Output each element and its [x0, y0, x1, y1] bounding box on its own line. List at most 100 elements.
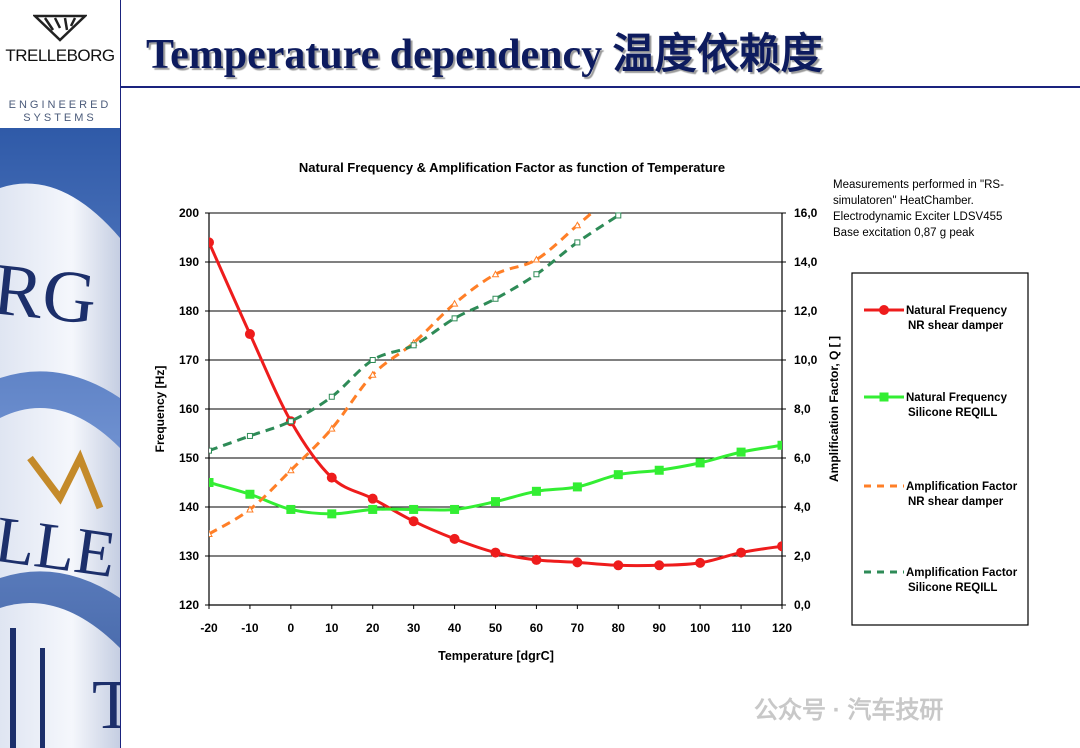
- legend-label: NR shear damper: [908, 496, 1004, 508]
- data-point: [327, 424, 336, 432]
- x-tick-label: 40: [448, 621, 462, 635]
- data-point: [450, 504, 460, 514]
- data-point: [695, 557, 706, 568]
- svg-text:LLE: LLE: [0, 503, 120, 592]
- y-axis-label: Frequency [Hz]: [153, 366, 167, 453]
- data-point: [287, 466, 295, 474]
- data-point: [572, 482, 582, 492]
- data-point: [777, 440, 782, 450]
- sidebar: TRELLEBORG ENGINEERED SYSTEMS RG LLE T: [0, 0, 120, 748]
- data-point: [654, 560, 665, 571]
- watermark: 公众号 · 汽车技研: [754, 697, 944, 724]
- x-tick-label: 50: [489, 621, 503, 635]
- legend-label: Silicone REQILL: [908, 407, 997, 419]
- data-point: [286, 504, 296, 514]
- data-point: [736, 447, 746, 457]
- x-tick-label: 70: [571, 621, 585, 635]
- series-layer: [209, 211, 782, 571]
- flag-photo: RG LLE T: [0, 128, 120, 748]
- measurement-note: Measurements performed in "RS-simulatore…: [833, 179, 1004, 239]
- y2-tick-label: 0,0: [794, 598, 811, 612]
- x-tick-label: 120: [772, 621, 792, 635]
- data-point: [613, 470, 623, 480]
- y-tick-label: 150: [179, 451, 199, 465]
- data-point: [573, 221, 582, 229]
- y-tick-label: 120: [179, 598, 199, 612]
- y-tick-label: 190: [179, 255, 199, 269]
- data-point: [492, 295, 499, 302]
- data-point: [615, 212, 622, 219]
- note-line: simulatoren" HeatChamber.: [833, 195, 974, 207]
- y-tick-label: 180: [179, 304, 199, 318]
- x-tick-label: 10: [325, 621, 339, 635]
- data-point: [531, 486, 541, 496]
- y-tick-label: 130: [179, 549, 199, 563]
- data-point: [777, 541, 782, 552]
- x-tick-label: -20: [200, 621, 218, 635]
- data-point: [613, 560, 624, 571]
- data-point: [209, 529, 213, 537]
- data-point: [533, 271, 540, 278]
- data-point: [532, 255, 541, 263]
- note-line: Base excitation 0,87 g peak: [833, 227, 975, 239]
- chart: Natural Frequency & Amplification Factor…: [153, 160, 1029, 663]
- data-point: [209, 447, 212, 454]
- legend-label: Silicone REQILL: [908, 582, 997, 594]
- data-point: [209, 478, 214, 487]
- legend-swatch-marker: [879, 392, 889, 402]
- data-point: [409, 504, 419, 514]
- x-axis-label: Temperature [dgrC]: [438, 649, 554, 663]
- data-point: [410, 342, 417, 349]
- note-line: Electrodynamic Exciter LDSV455: [833, 211, 1002, 223]
- y2-tick-label: 10,0: [794, 353, 818, 367]
- data-point: [369, 357, 376, 363]
- data-point: [531, 554, 542, 565]
- data-point: [695, 458, 705, 468]
- legend: Natural Frequency NR shear damper Natural …: [851, 272, 1029, 626]
- trelleborg-logo-icon: [33, 14, 87, 42]
- data-point: [736, 547, 747, 558]
- data-point: [287, 418, 294, 425]
- svg-text:RG: RG: [0, 248, 100, 340]
- data-point: [246, 505, 254, 513]
- x-tick-label: -10: [241, 621, 259, 635]
- brand-name: TRELLEBORG: [5, 46, 115, 65]
- header-divider: [120, 86, 1080, 88]
- data-point: [367, 493, 378, 504]
- chart-title: Natural Frequency & Amplification Factor…: [299, 160, 725, 175]
- x-tick-label: 20: [366, 621, 380, 635]
- data-point: [450, 299, 459, 307]
- x-tick-label: 100: [690, 621, 710, 635]
- x-tick-label: 80: [612, 621, 626, 635]
- data-point: [368, 370, 377, 378]
- x-tick-label: 90: [653, 621, 667, 635]
- data-point: [368, 504, 378, 514]
- y2-tick-label: 16,0: [794, 206, 818, 220]
- data-point: [209, 237, 214, 248]
- note-line: Measurements performed in "RS-: [833, 179, 1004, 191]
- y2-tick-label: 12,0: [794, 304, 818, 318]
- slide-title: Temperature dependency 温度依赖度: [146, 32, 823, 78]
- svg-text:T: T: [92, 667, 120, 744]
- data-point: [574, 239, 581, 246]
- data-point: [491, 270, 500, 278]
- logo: TRELLEBORG: [0, 0, 120, 86]
- data-point: [328, 393, 335, 400]
- legend-swatch-marker: [879, 305, 889, 315]
- data-point: [327, 509, 337, 519]
- y2-tick-label: 8,0: [794, 402, 811, 416]
- x-tick-label: 110: [731, 621, 751, 635]
- x-tick-label: 0: [288, 621, 295, 635]
- data-point: [408, 516, 419, 527]
- legend-label: Natural Frequency: [906, 305, 1008, 317]
- data-point: [572, 557, 583, 568]
- vertical-divider: [120, 0, 121, 748]
- y2-tick-label: 2,0: [794, 549, 811, 563]
- y-tick-label: 200: [179, 206, 199, 220]
- brand-tagline-line2: SYSTEMS: [23, 112, 97, 124]
- data-point: [490, 547, 501, 558]
- data-point: [326, 472, 337, 483]
- data-point: [654, 465, 664, 475]
- y2-tick-label: 14,0: [794, 255, 818, 269]
